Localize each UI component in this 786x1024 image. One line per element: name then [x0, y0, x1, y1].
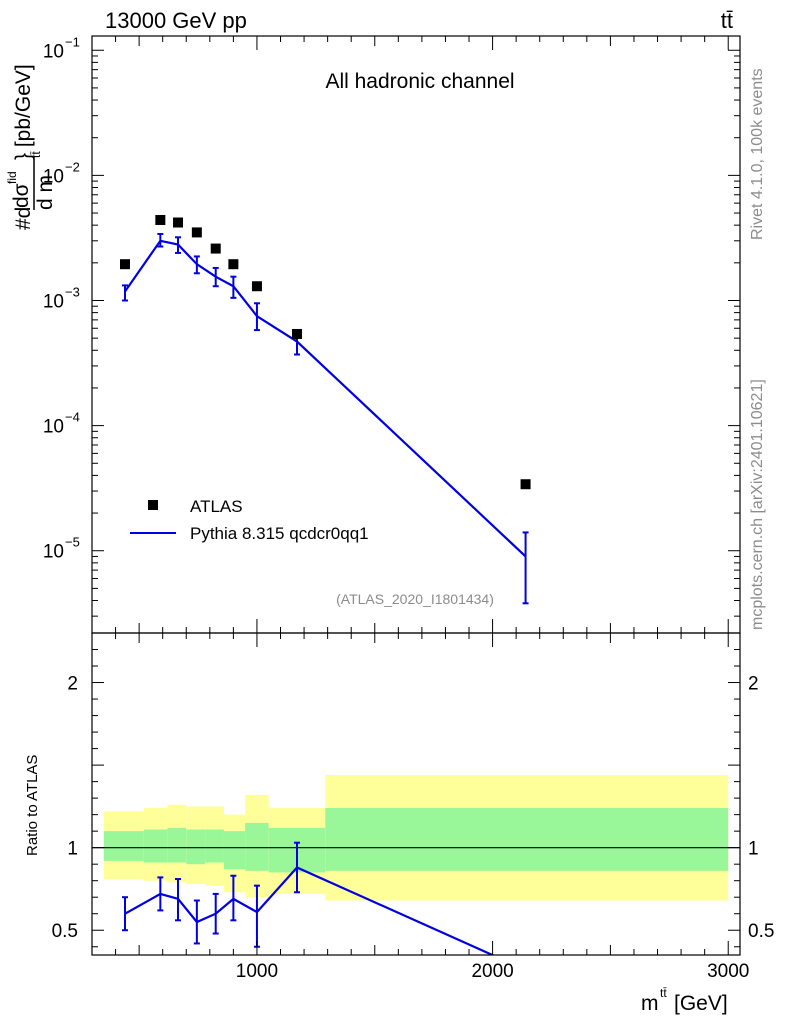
process-label: tt̄	[721, 8, 733, 33]
y-tick-label-exp: −5	[65, 535, 80, 550]
y-tick-label-exp: −4	[65, 410, 80, 425]
y-tick-label: 10 −2	[43, 159, 80, 187]
uncertainty-band-inner	[223, 831, 246, 870]
data-point	[210, 243, 221, 254]
energy-label: 13000 GeV pp	[105, 8, 247, 33]
legend: ATLAS Pythia 8.315 qcdcr0qq1	[130, 497, 369, 543]
data-point	[520, 479, 531, 490]
xlabel: m tt̄ [GeV]	[641, 986, 728, 1015]
ratio-y-tick-label-left: 2	[67, 674, 78, 695]
y-tick-label-exp: −2	[65, 159, 80, 174]
ylabel-den-sup: tt̄	[29, 151, 43, 158]
ratio-y-tick-label-right: 2	[748, 674, 759, 695]
x-tick-label: 3000	[707, 961, 749, 982]
uncertainty-band-inner	[143, 829, 168, 863]
main-panel: All hadronic channel 10−510−410−310 −210−…	[5, 34, 741, 634]
data-point	[155, 214, 166, 225]
xlabel-sup: tt̄	[660, 986, 667, 1000]
y-tick-label-base: 10	[43, 166, 64, 187]
xlabel-base: m	[641, 992, 659, 1015]
ratio-ylabel: Ratio to ATLAS	[24, 755, 41, 856]
ratio-y-tick-label-left: 1	[67, 839, 78, 860]
xlabel-unit: [GeV]	[674, 992, 728, 1015]
ratio-y-tick-label-right: 0.5	[748, 921, 774, 942]
data-point	[119, 259, 130, 270]
mcplots-label: mcplots.cern.ch [arXiv:2401.10621]	[749, 379, 766, 630]
main-ylabel: #d dσ fid } [pb/GeV] d m tt̄	[5, 64, 57, 230]
rivet-label: Rivet 4.1.0, 100k events	[749, 68, 766, 240]
y-tick-label-base: 10	[43, 417, 64, 438]
y-tick-label: 10 −4	[43, 410, 80, 438]
data-point	[251, 281, 262, 292]
ylabel-numerator: #d	[12, 207, 35, 230]
mc-line	[124, 239, 527, 558]
main-frame	[91, 35, 741, 634]
y-tick-label: 10 −5	[43, 535, 80, 563]
main-plot-area	[119, 214, 531, 605]
x-tick-label: 1000	[236, 961, 278, 982]
data-point	[173, 217, 184, 228]
data-point	[191, 227, 202, 238]
uncertainty-band-inner	[167, 827, 187, 863]
uncertainty-band-inner	[325, 808, 729, 871]
data-point	[228, 259, 239, 270]
chart-title: All hadronic channel	[325, 70, 514, 93]
legend-label-atlas: ATLAS	[190, 497, 243, 516]
y-tick-label-base: 10	[43, 291, 64, 312]
y-tick-label-exp: −1	[65, 34, 80, 49]
ratio-y-tick-label-left: 0.5	[52, 921, 78, 942]
legend-marker-atlas	[148, 500, 158, 510]
ylabel-sup: fid	[5, 171, 19, 184]
ratio-axes: 0.5 0.5 1 1 2 2 1000 2000 3000	[52, 632, 774, 982]
y-tick-label-base: 10	[43, 542, 64, 563]
ylabel-tail: } [pb/GeV]	[12, 64, 35, 160]
y-tick-label: 10 −3	[43, 284, 80, 312]
y-tick-label: 10 −1	[43, 34, 80, 62]
uncertainty-band-inner	[245, 822, 269, 871]
y-tick-label-base: 10	[43, 41, 64, 62]
legend-label-pythia: Pythia 8.315 qcdcr0qq1	[190, 524, 369, 543]
ratio-plot-area	[92, 775, 740, 955]
uncertainty-band-inner	[186, 829, 206, 865]
analysis-annotation: (ATLAS_2020_I1801434)	[336, 591, 494, 607]
x-tick-label: 2000	[471, 961, 513, 982]
ratio-y-tick-label-right: 1	[748, 839, 759, 860]
ylabel-denominator: d m	[34, 175, 57, 210]
ylabel-sigma: dσ	[10, 183, 33, 208]
y-tick-label-exp: −3	[65, 284, 80, 299]
data-point	[292, 328, 303, 339]
uncertainty-band-inner	[205, 829, 224, 863]
main-axes: 10−510−410−310−210−1	[43, 34, 741, 634]
uncertainty-band-inner	[103, 831, 144, 861]
ratio-frame	[91, 632, 741, 956]
ratio-panel: 0.5 0.5 1 1 2 2 1000 2000 3000 Ratio to ATLAS m …	[24, 632, 774, 1015]
